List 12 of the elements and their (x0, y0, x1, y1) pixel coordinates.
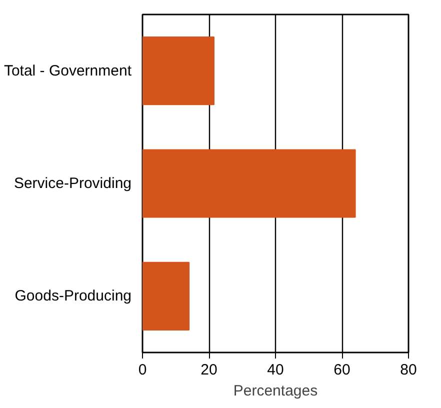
x-tick-label: 20 (200, 362, 218, 378)
x-tick-label: 80 (400, 362, 417, 378)
bar (142, 262, 190, 330)
bar (142, 36, 214, 106)
x-tick-label: 40 (267, 362, 284, 378)
y-tick-label: Service-Providing (14, 175, 132, 192)
bar (142, 149, 356, 218)
y-tick-label: Total - Government (4, 62, 132, 80)
x-axis-title: Percentages (233, 382, 318, 400)
y-tick-label: Goods-Producing (14, 288, 132, 305)
x-tick-label: 0 (138, 362, 147, 378)
x-tick-label: 60 (334, 362, 350, 378)
